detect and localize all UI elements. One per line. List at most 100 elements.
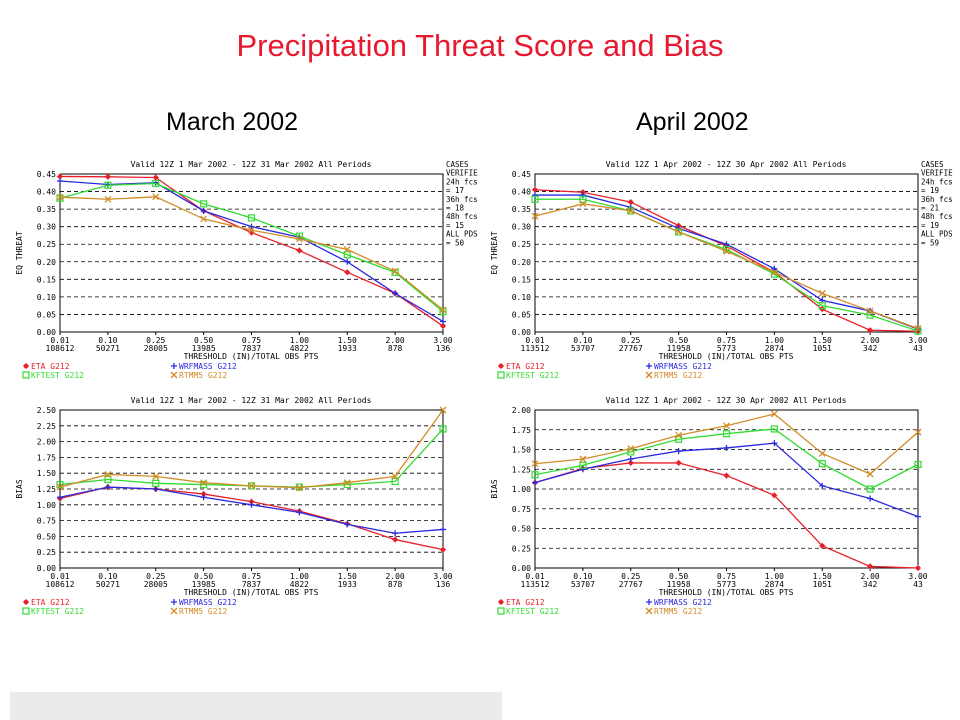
obs-pts-label: 113512 [521,344,550,353]
x-tick-label: 0.75 [242,572,261,581]
data-point-wrfmass [296,509,303,516]
legend-marker-kftest [22,371,30,379]
y-tick-label: 0.00 [512,328,531,337]
x-tick-label: 3.00 [908,572,927,581]
y-tick-label: 0.20 [512,258,531,267]
x-tick-label: 0.25 [146,336,165,345]
data-point-wrfmass [392,290,399,297]
data-point-rtmm5 [152,472,160,480]
data-point-rtmm5 [200,215,208,223]
data-point-wrfmass [532,192,538,199]
data-point-eta [344,269,351,276]
y-tick-label: 0.30 [512,223,531,232]
x-tick-label: 0.75 [242,336,261,345]
obs-pts-label: 5773 [717,580,736,589]
series-line-rtmm5 [534,413,919,475]
data-point-rtmm5 [627,207,635,215]
month-label-march: March 2002 [166,108,299,136]
obs-pts-label: 1051 [813,580,832,589]
data-point-kftest [391,477,399,486]
cases-text: CASES [446,160,469,169]
month-label-april: April 2002 [636,108,749,136]
series-line-kftest [535,198,919,332]
data-point-eta [771,492,778,499]
data-point-wrfmass [819,482,826,489]
obs-pts-label: 53707 [571,580,595,589]
data-point-eta [392,536,399,543]
y-tick-label: 0.50 [512,525,531,534]
chart-title: Valid 12Z 1 Apr 2002 - 12Z 30 Apr 2002 A… [606,160,847,169]
cases-text: = 19 [921,221,939,230]
legend-marker-eta [23,599,29,605]
data-point-wrfmass [152,486,159,492]
data-point-kftest [675,228,683,236]
legend-marker-wrfmass [171,363,177,369]
obs-pts-label: 7837 [242,344,261,353]
y-tick-label: 0.25 [37,240,56,249]
cases-text: = 59 [921,238,939,247]
y-tick-label: 0.45 [37,170,56,179]
x-tick-label: 1.50 [338,336,357,345]
data-point-kftest [343,251,351,259]
x-tick-label: 0.25 [621,336,640,345]
cases-text: 48h fcst [446,212,478,221]
obs-pts-label: 4822 [290,580,309,589]
x-tick-label: 1.50 [813,572,832,581]
x-tick-label: 0.01 [50,336,69,345]
data-point-wrfmass [104,484,111,491]
x-tick-label: 0.50 [669,572,688,581]
y-tick-label: 0.35 [37,205,56,214]
x-tick-label: 2.00 [860,336,879,345]
x-tick-label: 0.50 [194,572,213,581]
obs-pts-label: 5773 [717,344,736,353]
series-line-wrfmass [59,180,444,323]
x-tick-label: 0.01 [525,572,544,581]
data-point-wrfmass [627,455,634,462]
obs-pts-label: 11958 [667,580,691,589]
data-point-eta [152,174,159,181]
y-axis-label: BIAS [490,479,499,498]
data-point-wrfmass [392,530,399,537]
x-tick-label: 1.00 [290,572,309,581]
data-point-kftest [531,471,539,479]
data-point-kftest [152,479,160,487]
y-tick-label: 0.45 [512,170,531,179]
x-tick-label: 1.50 [813,336,832,345]
legend-label-rtmm5: RTMM5 G212 [179,607,227,616]
data-point-kftest [439,308,447,316]
page-title: Precipitation Threat Score and Bias [236,28,724,63]
x-tick-label: 0.10 [98,572,117,581]
data-point-rtmm5 [579,455,587,463]
obs-pts-label: 13985 [192,344,216,353]
data-point-kftest [818,302,826,310]
data-point-rtmm5 [531,212,539,220]
legend-label-eta: ETA G212 [31,362,70,371]
cases-text: 24h fcst [921,177,953,186]
footer-bar [10,692,502,720]
legend-marker-eta [498,363,504,369]
data-point-rtmm5 [770,268,778,276]
cases-text: VERIFIED [446,169,478,178]
obs-pts-label: 113512 [521,580,550,589]
y-tick-label: 0.15 [37,275,56,284]
data-point-wrfmass [675,448,682,455]
data-point-kftest [770,425,778,433]
legend-marker-wrfmass [646,363,652,369]
chart-title: Valid 12Z 1 Apr 2002 - 12Z 30 Apr 2002 A… [606,396,847,405]
data-point-eta [723,472,730,479]
legend-label-wrfmass: WRFMASS G212 [179,362,237,371]
data-point-kftest [391,268,399,276]
obs-pts-label: 2874 [765,344,784,353]
x-tick-label: 0.75 [717,572,736,581]
obs-pts-label: 1933 [338,580,357,589]
x-tick-label: 0.75 [717,336,736,345]
obs-pts-label: 108612 [46,344,75,353]
data-point-rtmm5 [56,483,64,491]
data-point-rtmm5 [56,193,64,201]
chart-bias-march: Valid 12Z 1 Mar 2002 - 12Z 31 Mar 2002 A… [15,396,453,616]
data-point-kftest [439,425,447,433]
x-tick-label: 0.25 [621,572,640,581]
data-point-rtmm5 [391,472,399,480]
data-point-wrfmass [248,223,255,230]
data-point-wrfmass [440,318,446,325]
